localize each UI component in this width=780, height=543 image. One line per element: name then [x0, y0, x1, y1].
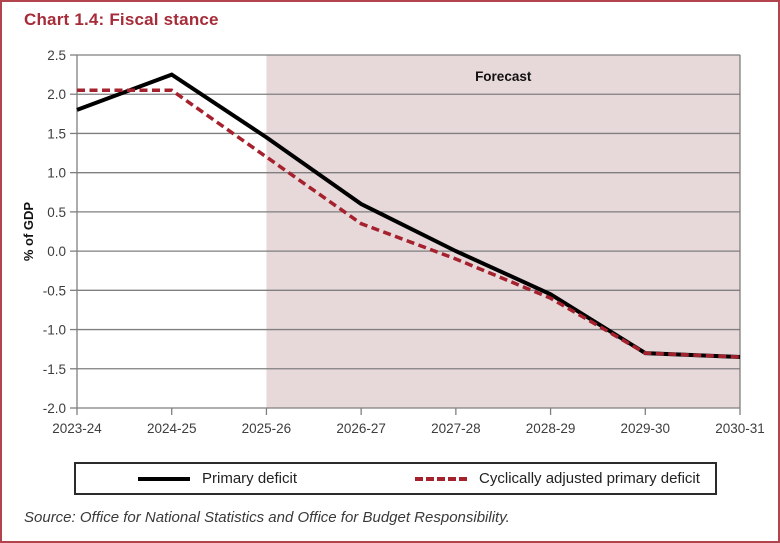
- cyclically-adjusted-primary-deficit-line: [77, 88, 741, 359]
- y-tick-label: -1.0: [43, 323, 66, 338]
- x-tick-label: 2028-29: [526, 421, 576, 436]
- x-tick-label: 2030-31: [715, 421, 765, 436]
- y-tick-label: 1.5: [47, 126, 66, 141]
- y-tick-label: -2.0: [43, 401, 66, 416]
- x-tick-label: 2026-27: [336, 421, 386, 436]
- y-tick-label: 2.0: [47, 87, 66, 102]
- forecast-band: [266, 55, 740, 408]
- primary-deficit-line: [76, 72, 741, 360]
- y-tick-label: 1.0: [47, 166, 66, 181]
- y-axis-title: % of GDP: [21, 202, 36, 262]
- chart-title: Chart 1.4: Fiscal stance: [24, 10, 219, 29]
- legend-label-primary-deficit: Primary deficit: [202, 470, 298, 487]
- x-tick-label: 2027-28: [431, 421, 481, 436]
- primary-deficit-line-swatch: [138, 476, 190, 481]
- chart-legend: Primary deficit Cyclically adjusted prim…: [74, 462, 717, 495]
- x-tick-label: 2029-30: [621, 421, 671, 436]
- y-tick-label: 2.5: [47, 48, 66, 63]
- x-tick-label: 2025-26: [242, 421, 292, 436]
- y-tick-label: 0.0: [47, 244, 66, 259]
- legend-label-cyclically-adjusted: Cyclically adjusted primary deficit: [479, 470, 700, 487]
- legend-item-primary-deficit: Primary deficit: [138, 470, 297, 487]
- x-tick-label: 2024-25: [147, 421, 197, 436]
- x-tick-label: 2023-24: [52, 421, 102, 436]
- y-tick-label: 0.5: [47, 205, 66, 220]
- cyclically-adjusted-line-swatch: [415, 476, 468, 481]
- y-tick-label: -1.5: [43, 362, 66, 377]
- y-tick-label: -0.5: [43, 283, 66, 298]
- legend-item-cyclically-adjusted: Cyclically adjusted primary deficit: [415, 470, 700, 487]
- fiscal-stance-chart: 2.5 2.0 1.5 1.0 0.5 0.0 -0.5 -1.0 -1.5 -2.0 2023-2…: [21, 48, 765, 436]
- forecast-label: Forecast: [475, 69, 532, 84]
- source-caption: Source: Office for National Statistics a…: [24, 509, 510, 526]
